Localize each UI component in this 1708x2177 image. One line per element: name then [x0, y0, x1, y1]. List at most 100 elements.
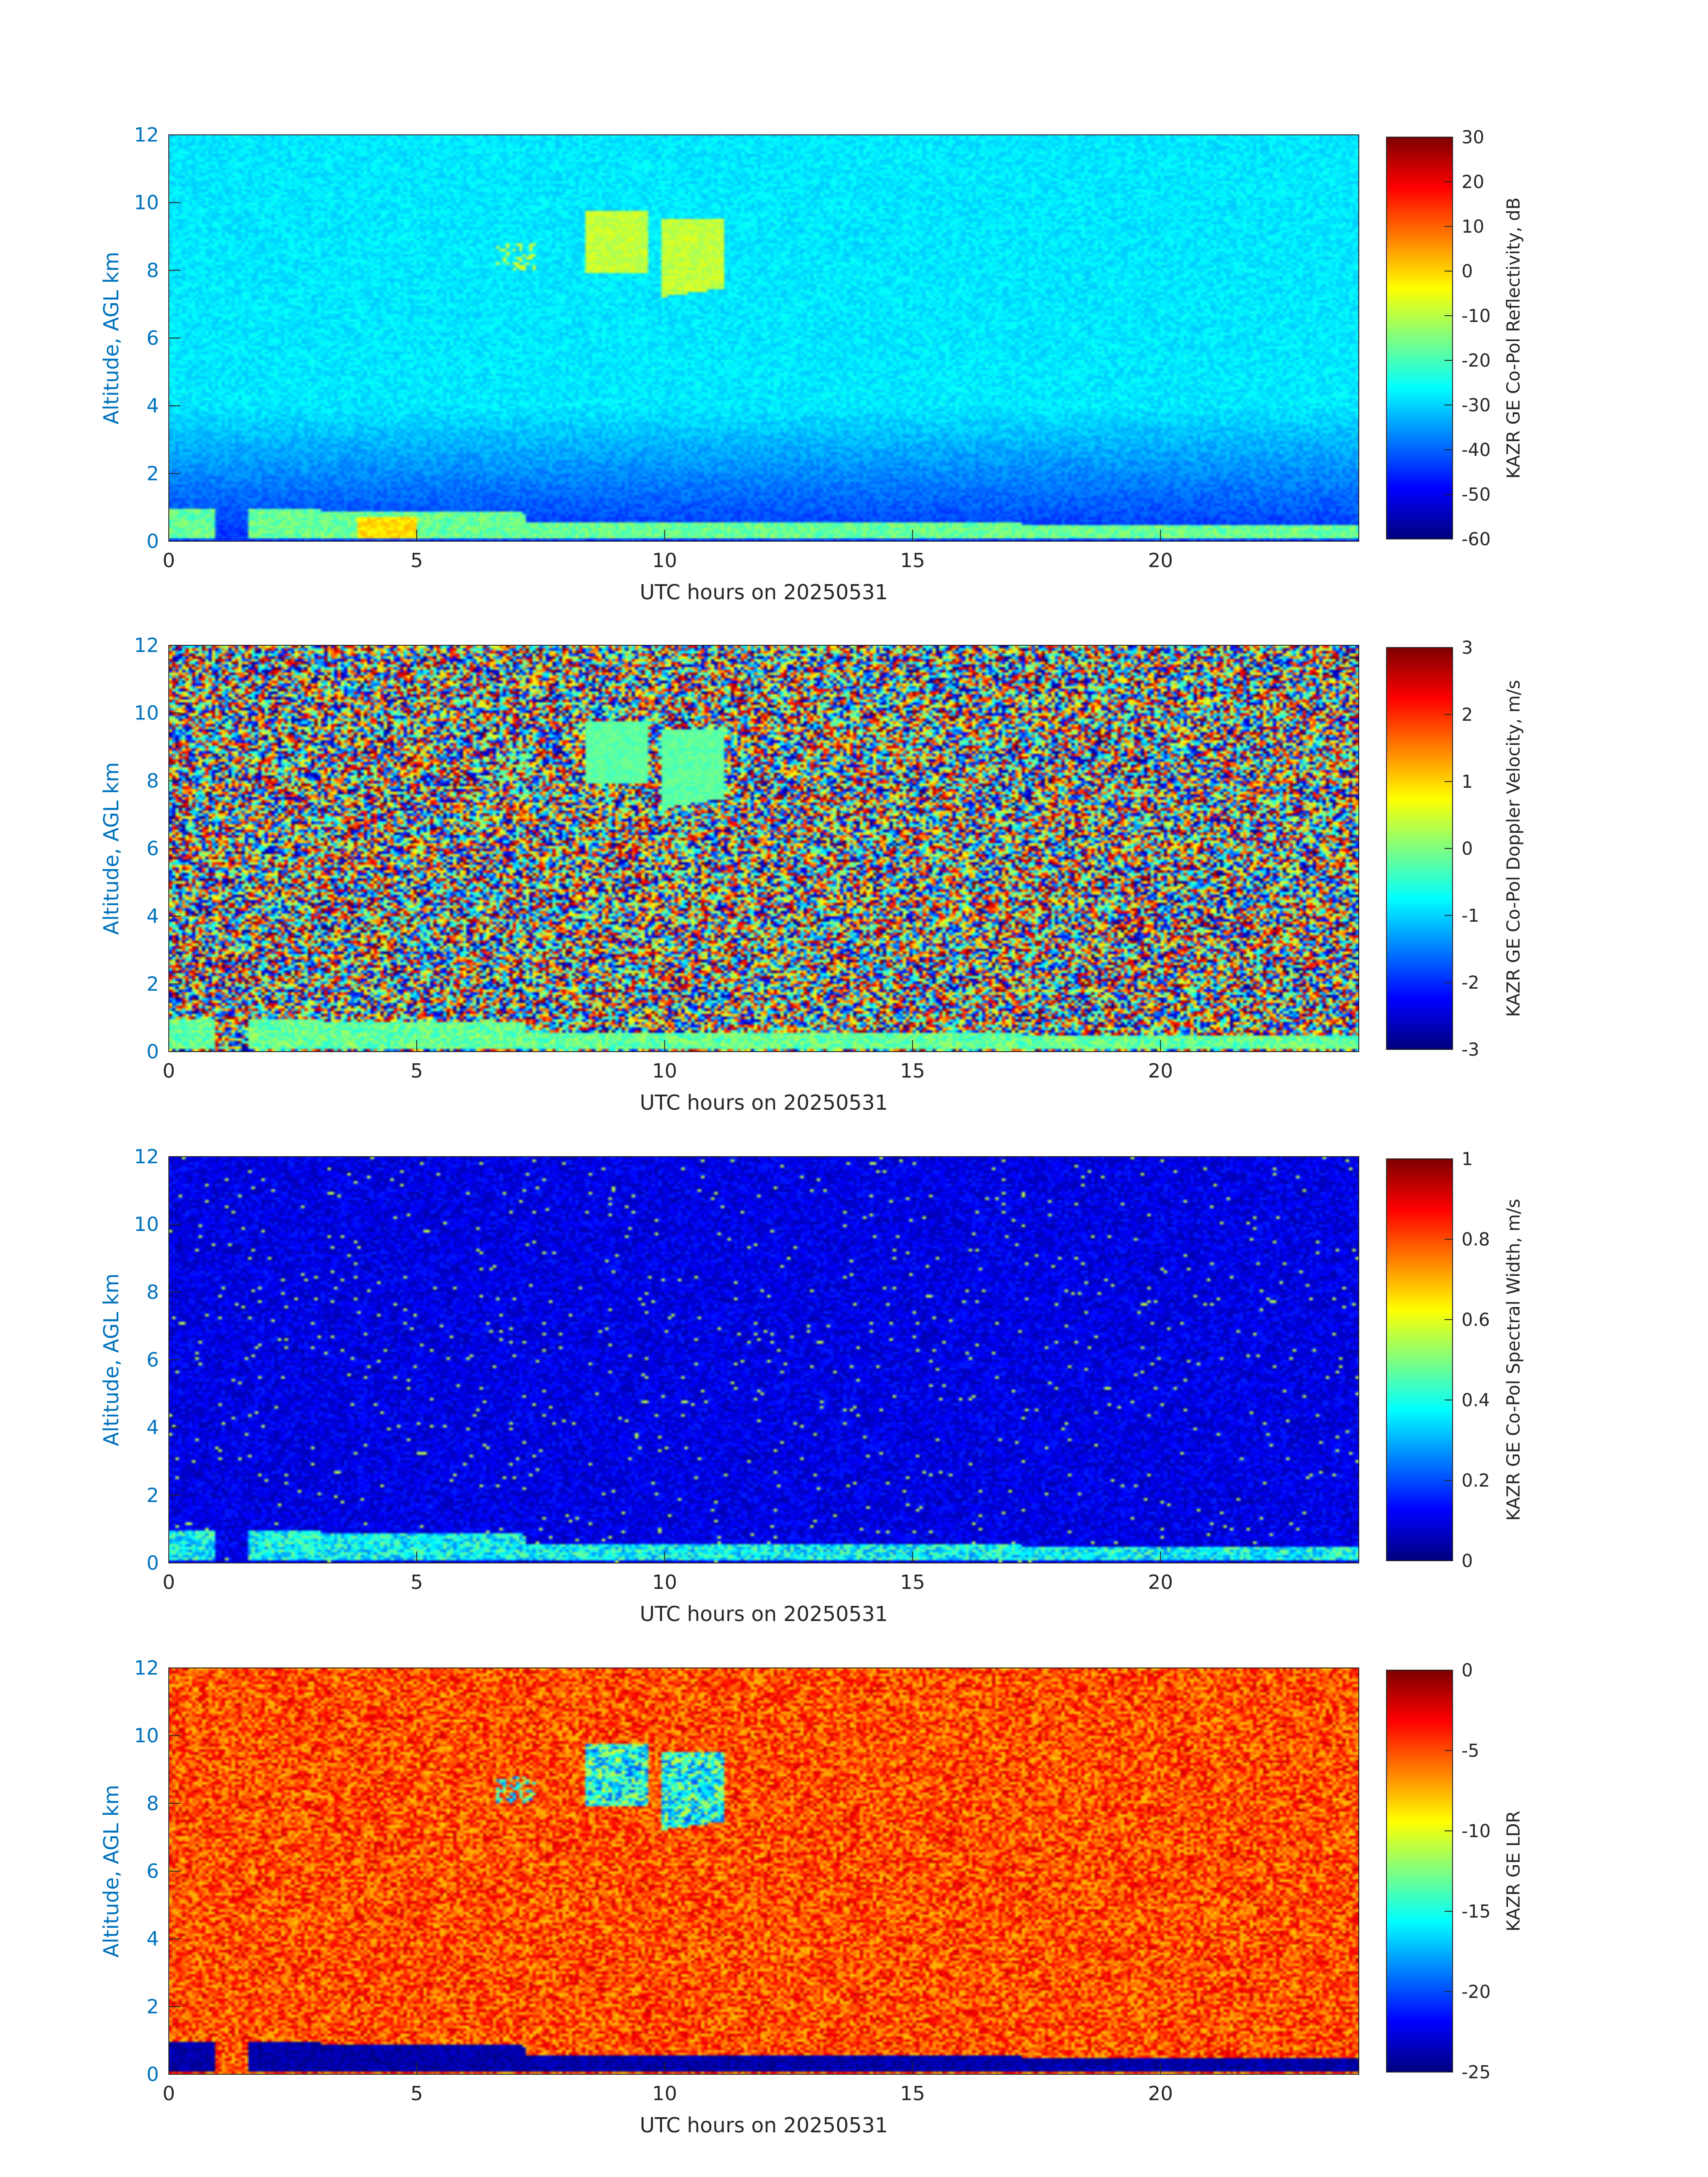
colorbar-tick-label: 0	[1462, 839, 1473, 859]
colorbar-frame	[1386, 137, 1453, 539]
y-tick-label: 8	[146, 769, 159, 792]
x-tick-label: 20	[1148, 2082, 1173, 2105]
colorbar-label: KAZR GE Co-Pol Spectral Width, m/s	[1503, 1199, 1524, 1521]
y-tick-label: 8	[146, 259, 159, 282]
y-tick-label: 12	[134, 1657, 159, 1680]
heatmap-image	[169, 135, 1359, 541]
colorbar-tick-label: -3	[1462, 1040, 1479, 1060]
colorbar-frame	[1386, 1670, 1453, 2073]
y-tick-label: 0	[146, 530, 159, 553]
x-tick-label: 10	[652, 1060, 677, 1082]
y-tick-label: 10	[134, 1213, 159, 1236]
x-tick-label: 15	[900, 549, 925, 572]
x-axis-label: UTC hours on 20250531	[640, 2113, 888, 2137]
x-tick-label: 10	[652, 549, 677, 572]
colorbar-tick-label: -40	[1462, 440, 1491, 460]
y-tick-label: 12	[134, 634, 159, 657]
y-axis-label: Altitude, AGL km	[99, 1784, 123, 1957]
colorbar	[1386, 1159, 1453, 1561]
x-tick-label: 20	[1148, 549, 1173, 572]
y-tick-label: 0	[146, 1040, 159, 1063]
colorbar-tick-label: 1	[1462, 1149, 1473, 1170]
y-axis-label: Altitude, AGL km	[99, 1273, 123, 1446]
colorbar-tick-label: -15	[1462, 1901, 1491, 1922]
y-tick-label: 12	[134, 124, 159, 146]
x-tick-label: 20	[1148, 1571, 1173, 1594]
x-tick-label: 10	[652, 2082, 677, 2105]
y-tick-label: 10	[134, 1725, 159, 1747]
colorbar-tick-label: 0	[1462, 1551, 1473, 1571]
x-tick-label: 0	[163, 2082, 175, 2105]
x-tick-label: 5	[410, 2082, 423, 2105]
y-tick-label: 4	[146, 1928, 159, 1951]
colorbar-tick-label: 2	[1462, 705, 1473, 725]
colorbar-label: KAZR GE Co-Pol Reflectivity, dB	[1503, 197, 1524, 479]
panel-ldr: 0 5 10 15 20 0 2 4 6 8 10 12 UTC hours on 20250531 Al…	[99, 1657, 1524, 2137]
colorbar-tick-label: -30	[1462, 395, 1491, 416]
colorbar-tick-label: 0.4	[1462, 1390, 1490, 1411]
heatmap-image	[169, 1668, 1359, 2074]
y-tick-label: 4	[146, 905, 159, 928]
colorbar-tick-label: -1	[1462, 906, 1479, 926]
y-tick-label: 6	[146, 837, 159, 860]
colorbar-tick-label: 30	[1462, 127, 1484, 148]
colorbar-label: KAZR GE Co-Pol Doppler Velocity, m/s	[1503, 680, 1524, 1017]
y-tick-label: 8	[146, 1792, 159, 1815]
colorbar-tick-label: -5	[1462, 1741, 1479, 1761]
colorbar-tick-label: 0.8	[1462, 1229, 1490, 1250]
x-tick-label: 0	[163, 1571, 175, 1594]
x-axis-label: UTC hours on 20250531	[640, 580, 888, 604]
colorbar-tick-label: -10	[1462, 306, 1491, 326]
y-tick-label: 4	[146, 1417, 159, 1439]
colorbar-tick-label: 3	[1462, 638, 1473, 658]
colorbar-tick-label: 10	[1462, 217, 1484, 237]
y-tick-label: 2	[146, 462, 159, 485]
x-axis-label: UTC hours on 20250531	[640, 1091, 888, 1115]
colorbar-label: KAZR GE LDR	[1503, 1811, 1524, 1932]
x-tick-label: 5	[410, 1060, 423, 1082]
y-tick-label: 0	[146, 2063, 159, 2086]
colorbar-frame	[1386, 1158, 1453, 1561]
colorbar-tick-label: -25	[1462, 2062, 1491, 2083]
y-tick-label: 2	[146, 973, 159, 995]
x-tick-label: 0	[163, 549, 175, 572]
heatmap-image	[169, 1157, 1359, 1563]
x-tick-label: 5	[410, 1571, 423, 1594]
y-axis-label: Altitude, AGL km	[99, 251, 123, 424]
y-axis-label: Altitude, AGL km	[99, 762, 123, 935]
y-tick-label: 10	[134, 192, 159, 214]
y-tick-label: 2	[146, 1484, 159, 1507]
y-tick-label: 6	[146, 1349, 159, 1371]
y-tick-label: 4	[146, 395, 159, 418]
colorbar-tick-label: -60	[1462, 529, 1491, 550]
x-tick-label: 15	[900, 2082, 925, 2105]
heatmap-image	[169, 645, 1359, 1052]
x-tick-label: 15	[900, 1060, 925, 1082]
colorbar-tick-label: -50	[1462, 485, 1491, 505]
colorbar	[1386, 1670, 1453, 2072]
colorbar-tick-label: -20	[1462, 351, 1491, 371]
panel-reflectivity: 0 5 10 15 20 0 2 4 6 8 10 12 UTC hours on 20250531 Al…	[99, 124, 1524, 604]
x-tick-label: 0	[163, 1060, 175, 1082]
colorbar-tick-label: 1	[1462, 772, 1473, 792]
y-tick-label: 2	[146, 1995, 159, 2018]
colorbar-tick-label: 0	[1462, 261, 1473, 282]
y-tick-label: 6	[146, 1860, 159, 1883]
colorbar-tick-label: -20	[1462, 1982, 1491, 2002]
y-tick-label: 6	[146, 327, 159, 350]
colorbar-tick-label: -10	[1462, 1821, 1491, 1842]
x-tick-label: 15	[900, 1571, 925, 1594]
x-tick-label: 5	[410, 549, 423, 572]
x-tick-label: 10	[652, 1571, 677, 1594]
colorbar-tick-label: 0.6	[1462, 1310, 1490, 1330]
y-tick-label: 0	[146, 1552, 159, 1575]
colorbar	[1386, 648, 1453, 1049]
x-tick-label: 20	[1148, 1060, 1173, 1082]
y-tick-label: 12	[134, 1145, 159, 1168]
colorbar-tick-label: 0	[1462, 1660, 1473, 1681]
colorbar	[1386, 137, 1453, 539]
x-axis-label: UTC hours on 20250531	[640, 1602, 888, 1626]
